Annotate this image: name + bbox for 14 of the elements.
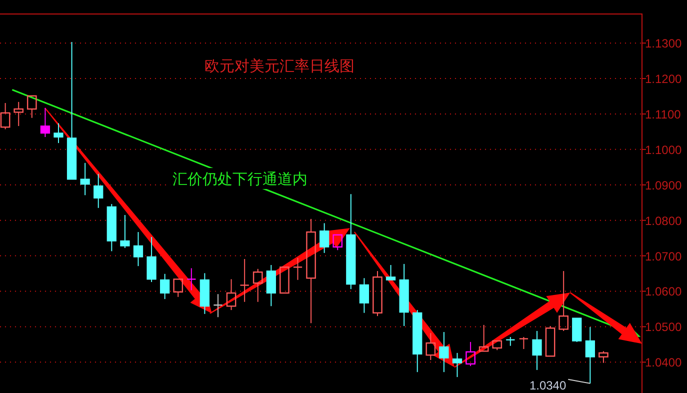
low-note: 1.0340 bbox=[529, 378, 591, 392]
y-tick-label: 1.0600 bbox=[645, 284, 682, 299]
y-tick-label: 1.0800 bbox=[645, 214, 682, 228]
y-tick-label: 1.1100 bbox=[645, 107, 682, 122]
title: 欧元对美元汇率日线图 bbox=[204, 58, 354, 75]
y-tick-label: 1.0500 bbox=[645, 320, 682, 334]
y-tick-label: 1.0700 bbox=[645, 249, 682, 264]
y-tick-label: 1.0400 bbox=[645, 356, 682, 370]
y-tick-label: 1.0900 bbox=[645, 178, 682, 192]
y-tick-label: 1.1000 bbox=[645, 142, 682, 157]
y-tick-label: 1.1200 bbox=[645, 72, 682, 86]
annotation: 汇价仍处下行通道内 bbox=[172, 171, 308, 188]
annotation: 1.0340 bbox=[529, 378, 566, 392]
y-tick-label: 1.1300 bbox=[645, 36, 682, 51]
